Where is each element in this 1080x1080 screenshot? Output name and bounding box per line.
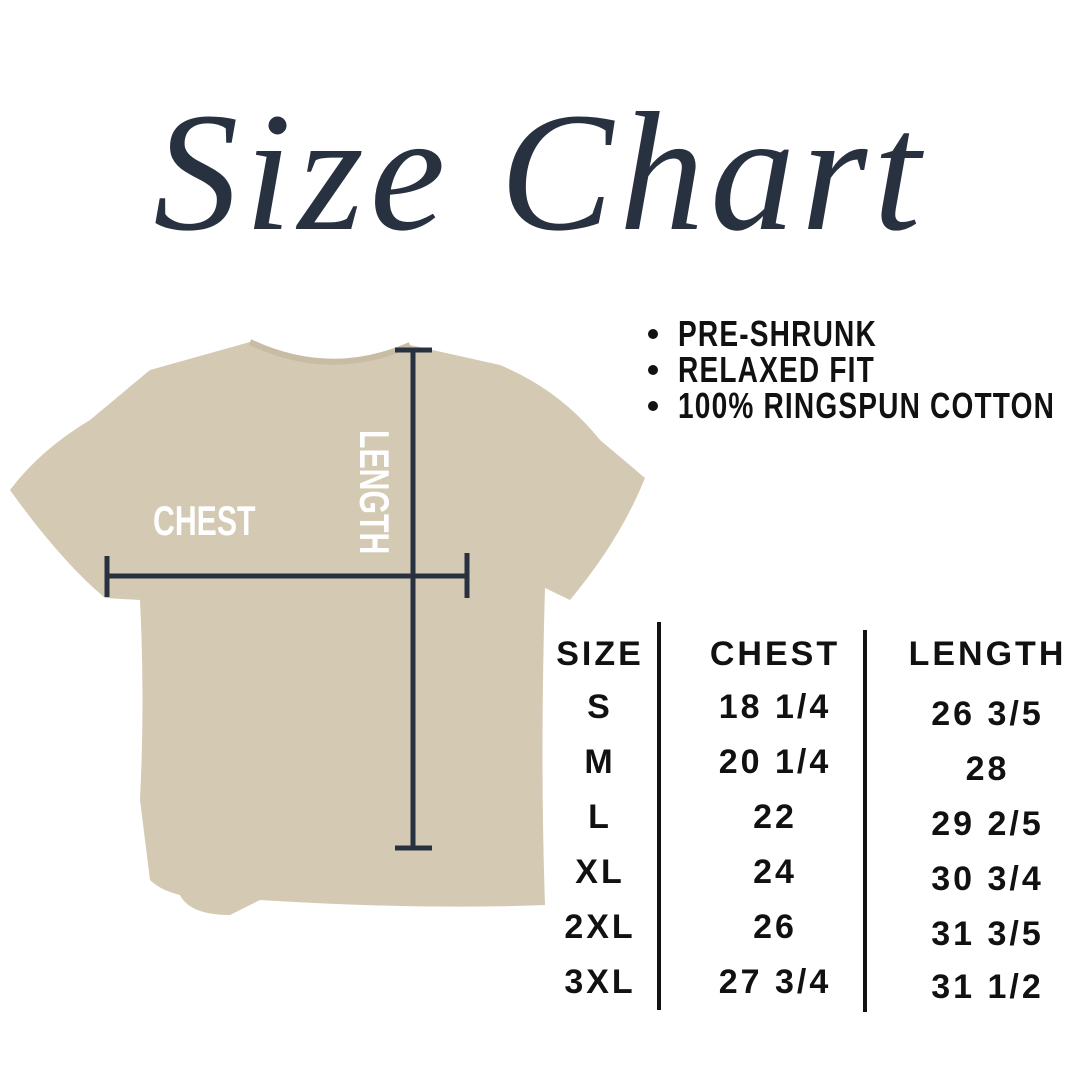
bullet-icon bbox=[648, 329, 658, 339]
header-chest: CHEST bbox=[709, 635, 841, 673]
length-cell: 30 3/4 bbox=[931, 860, 1044, 898]
length-label: LENGTH bbox=[351, 430, 398, 555]
chest-cell: 18 1/4 bbox=[718, 688, 832, 726]
chest-cell: 20 1/4 bbox=[718, 743, 832, 781]
chest-cell: 26 bbox=[753, 908, 797, 946]
size-cell: 3XL bbox=[564, 963, 636, 1001]
measurement-lines bbox=[104, 347, 470, 851]
chest-cell: 22 bbox=[753, 798, 797, 836]
column-divider bbox=[863, 630, 867, 1012]
length-cell: 28 bbox=[965, 750, 1010, 788]
size-cell: L bbox=[588, 798, 612, 836]
length-cell: 26 3/5 bbox=[931, 695, 1044, 733]
length-cell: 31 3/5 bbox=[931, 915, 1044, 953]
length-cell: 29 2/5 bbox=[931, 805, 1044, 843]
feature-item: RELAXED FIT bbox=[648, 349, 1080, 390]
feature-item: 100% RINGSPUN COTTON bbox=[648, 385, 1080, 426]
page-title: Size Chart bbox=[153, 78, 927, 266]
bullet-icon bbox=[648, 401, 658, 411]
length-cell: 31 1/2 bbox=[931, 968, 1044, 1006]
header-length: LENGTH bbox=[908, 635, 1067, 673]
size-cell: M bbox=[584, 743, 616, 781]
tshirt-body bbox=[10, 342, 645, 915]
feature-item: PRE-SHRUNK bbox=[648, 313, 1080, 354]
feature-list: PRE-SHRUNK RELAXED FIT 100% RINGSPUN COT… bbox=[648, 313, 1080, 426]
bullet-icon bbox=[648, 365, 658, 375]
size-cell: 2XL bbox=[564, 908, 636, 946]
column-divider bbox=[657, 622, 661, 1010]
size-cell: S bbox=[587, 688, 613, 726]
chest-cell: 27 3/4 bbox=[718, 963, 832, 1001]
chest-cell: 24 bbox=[753, 853, 797, 891]
size-cell: XL bbox=[575, 853, 625, 891]
chest-label: CHEST bbox=[153, 497, 256, 544]
header-size: SIZE bbox=[556, 635, 644, 673]
